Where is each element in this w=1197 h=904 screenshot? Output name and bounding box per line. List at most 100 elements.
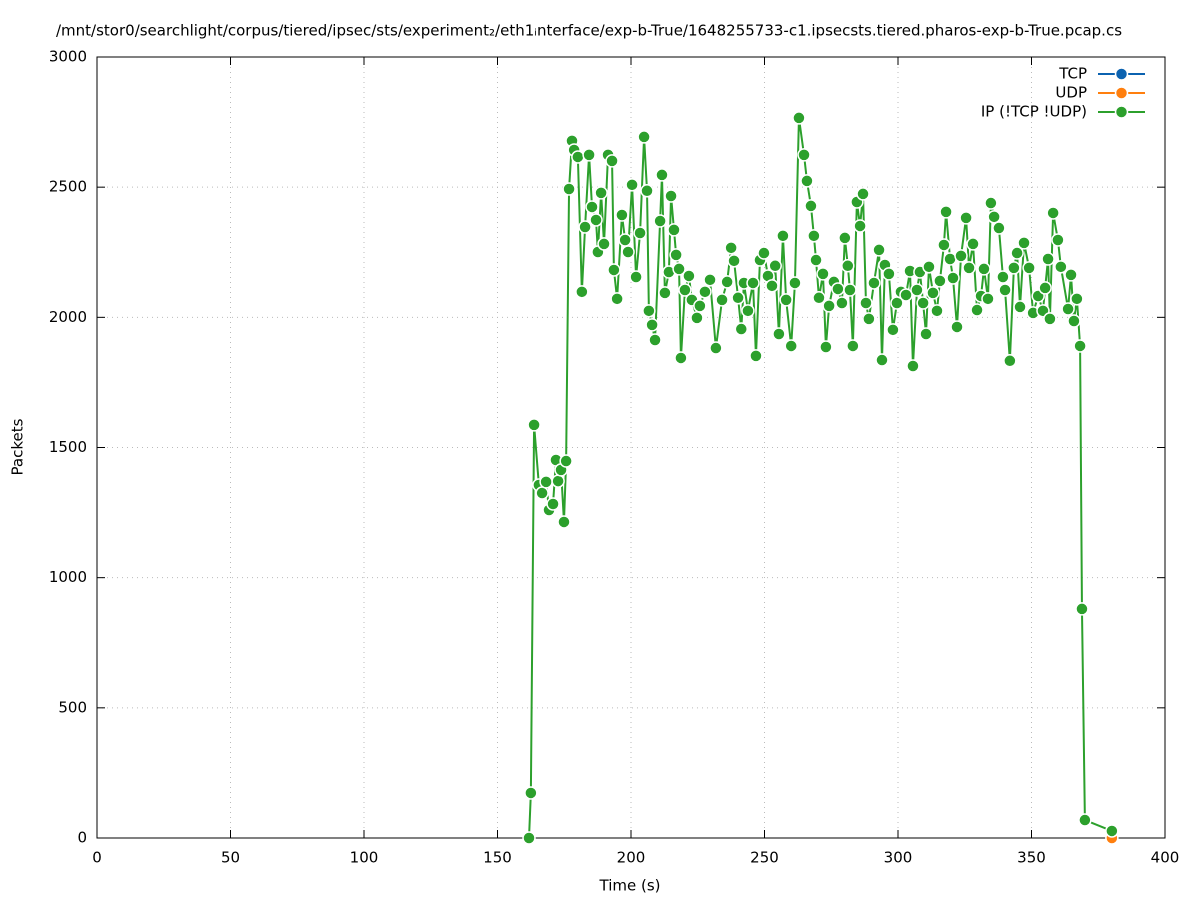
data-point <box>709 341 723 355</box>
data-point <box>962 261 976 275</box>
data-point <box>633 226 647 240</box>
data-point <box>637 130 651 144</box>
data-point <box>621 245 635 259</box>
data-point <box>522 831 536 845</box>
data-point <box>950 320 964 334</box>
data-point <box>1105 824 1119 838</box>
data-point <box>987 210 1001 224</box>
data-point <box>667 223 681 237</box>
data-point <box>807 229 821 243</box>
x-axis-label: Time (s) <box>599 877 661 895</box>
data-point <box>835 296 849 310</box>
data-point <box>1046 206 1060 220</box>
data-point <box>749 349 763 363</box>
data-point <box>943 252 957 266</box>
plot-border <box>96 56 1166 839</box>
x-tick-label: 350 <box>1017 849 1046 867</box>
data-point <box>886 323 900 337</box>
data-point <box>678 283 692 297</box>
data-point <box>524 786 538 800</box>
data-point <box>527 418 541 432</box>
data-point <box>838 231 852 245</box>
data-point <box>996 270 1010 284</box>
data-point <box>1043 312 1057 326</box>
data-point <box>984 196 998 210</box>
data-point <box>607 263 621 277</box>
data-point <box>648 333 662 347</box>
x-tick-label: 50 <box>221 849 240 867</box>
data-point <box>597 237 611 251</box>
data-point <box>797 148 811 162</box>
data-point <box>809 253 823 267</box>
data-point <box>605 154 619 168</box>
x-tick-label: 300 <box>884 849 913 867</box>
x-tick-label: 200 <box>617 849 646 867</box>
data-point <box>1070 292 1084 306</box>
data-point <box>882 267 896 281</box>
data-point <box>571 150 585 164</box>
data-point <box>981 292 995 306</box>
data-point <box>690 311 704 325</box>
data-point <box>804 199 818 213</box>
data-point <box>669 248 683 262</box>
data-point <box>575 285 589 299</box>
data-point <box>856 187 870 201</box>
data-point <box>919 327 933 341</box>
data-point <box>899 288 913 302</box>
data-point <box>822 299 836 313</box>
data-point <box>618 233 632 247</box>
data-point <box>746 276 760 290</box>
x-tick-label: 250 <box>750 849 779 867</box>
data-point <box>546 497 560 511</box>
data-point <box>1067 314 1081 328</box>
data-point <box>792 111 806 125</box>
data-point <box>585 200 599 214</box>
data-point <box>1064 268 1078 282</box>
data-point <box>1061 302 1075 316</box>
data-point <box>1003 354 1017 368</box>
data-point <box>615 208 629 222</box>
data-point <box>535 486 549 500</box>
data-point <box>640 184 654 198</box>
data-point <box>664 189 678 203</box>
legend-label: IP (!TCP !UDP) <box>981 103 1087 121</box>
data-point <box>551 474 565 488</box>
data-point <box>645 318 659 332</box>
data-point <box>589 213 603 227</box>
y-tick-label: 1000 <box>49 568 87 586</box>
data-point <box>779 293 793 307</box>
data-point <box>859 296 873 310</box>
x-tick-label: 0 <box>92 849 102 867</box>
data-point <box>1054 260 1068 274</box>
data-point <box>539 475 553 489</box>
data-point <box>853 219 867 233</box>
data-point <box>658 286 672 300</box>
data-point <box>843 283 857 297</box>
data-point <box>1051 233 1065 247</box>
data-point <box>916 296 930 310</box>
data-point <box>772 327 786 341</box>
data-point <box>724 241 738 255</box>
x-tick-label: 150 <box>483 849 512 867</box>
data-point <box>562 182 576 196</box>
data-point <box>933 274 947 288</box>
data-point <box>557 515 571 529</box>
data-point <box>1078 813 1092 827</box>
data-point <box>788 276 802 290</box>
data-point <box>906 359 920 373</box>
data-point <box>727 254 741 268</box>
data-point <box>768 259 782 273</box>
data-point <box>966 237 980 251</box>
data-point <box>642 304 656 318</box>
data-point <box>1038 281 1052 295</box>
data-point <box>672 262 686 276</box>
data-point <box>992 221 1006 235</box>
y-tick-label: 1500 <box>49 438 87 456</box>
data-point <box>812 291 826 305</box>
series <box>522 111 1119 845</box>
data-point <box>578 220 592 234</box>
data-point <box>610 292 624 306</box>
data-point <box>875 353 889 367</box>
